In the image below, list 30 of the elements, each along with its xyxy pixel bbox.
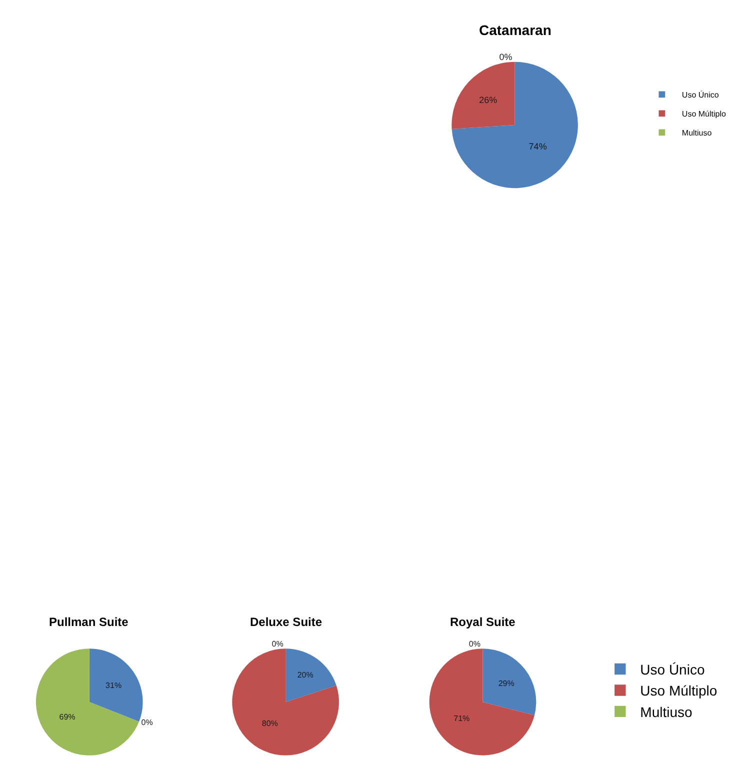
- legend-label: Uso Único: [640, 661, 705, 678]
- data-label: 80%: [262, 719, 278, 728]
- text: 0%: [468, 640, 480, 649]
- pie-slice: [36, 648, 140, 756]
- data-label: 26%: [479, 95, 498, 106]
- text: 0%: [272, 640, 284, 649]
- text: 0%: [141, 718, 153, 727]
- legend-label: Uso Múltiplo: [640, 682, 718, 699]
- pie-slice: [286, 648, 336, 702]
- pie-slice: [89, 648, 143, 722]
- legend-label: Uso Múltiplo: [682, 110, 726, 119]
- chart-title: Royal Suite: [450, 615, 516, 629]
- pie-slice: [482, 648, 536, 716]
- text: 0%: [499, 52, 512, 62]
- legend-label: Multiuso: [640, 704, 692, 720]
- pie-slice: [232, 648, 339, 756]
- data-label: 69%: [59, 712, 76, 722]
- data-label: 71%: [454, 714, 470, 723]
- chart-title: Catamaran: [479, 22, 552, 38]
- data-label: 31%: [106, 681, 122, 690]
- legend-label: Uso Único: [682, 90, 720, 100]
- data-label: 74%: [528, 142, 547, 152]
- chart-title: Deluxe Suite: [250, 615, 322, 629]
- data-label: 20%: [297, 670, 314, 680]
- pie-slice: [429, 648, 534, 756]
- pie-slice: [452, 62, 515, 129]
- chart-title: Pullman Suite: [49, 615, 129, 629]
- legend-label: Multiuso: [682, 128, 712, 138]
- pie-slice: [452, 62, 578, 188]
- data-label: 29%: [498, 679, 514, 688]
